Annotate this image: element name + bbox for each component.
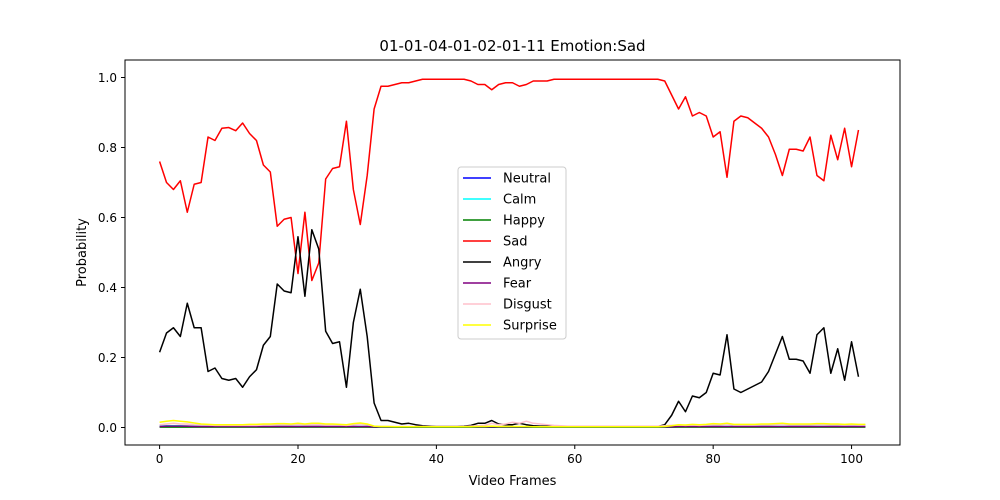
y-tick-label: 1.0 bbox=[98, 71, 117, 85]
legend: Neutral Calm Happy Sad Angry Fear Disgust Surpr… bbox=[457, 166, 567, 340]
legend-label: Happy bbox=[503, 214, 545, 229]
x-axis-label: Video Frames bbox=[469, 474, 557, 489]
y-axis: 0.0 0.2 0.4 0.6 0.8 1.0 bbox=[98, 71, 125, 435]
x-tick-label: 100 bbox=[840, 452, 863, 466]
y-tick-label: 0.4 bbox=[98, 281, 117, 295]
series-line-angry bbox=[158, 229, 860, 428]
legend-label: Sad bbox=[503, 235, 527, 250]
series-line-surprise bbox=[159, 419, 866, 428]
legend-label: Angry bbox=[503, 256, 542, 271]
legend-label: Surprise bbox=[503, 319, 557, 334]
series-line-sad bbox=[158, 78, 860, 282]
x-tick-label: 0 bbox=[156, 452, 164, 466]
y-tick-label: 0.8 bbox=[98, 141, 117, 155]
y-axis-label: Probability bbox=[75, 218, 90, 287]
x-tick-label: 80 bbox=[706, 452, 721, 466]
x-tick-label: 40 bbox=[429, 452, 444, 466]
y-tick-label: 0.6 bbox=[98, 211, 117, 225]
x-tick-label: 60 bbox=[567, 452, 582, 466]
legend-box bbox=[457, 166, 567, 340]
x-axis: 0 20 40 60 80 100 bbox=[156, 445, 863, 466]
x-tick-label: 20 bbox=[290, 452, 305, 466]
series-layer bbox=[158, 78, 866, 428]
chart-title: 01-01-04-01-02-01-11 Emotion:Sad bbox=[379, 37, 645, 55]
plot-area bbox=[158, 78, 866, 428]
legend-label: Neutral bbox=[503, 172, 551, 187]
y-tick-label: 0.2 bbox=[98, 351, 117, 365]
legend-label: Calm bbox=[503, 193, 536, 208]
y-tick-label: 0.0 bbox=[98, 421, 117, 435]
legend-label: Disgust bbox=[503, 298, 552, 313]
axes-frame bbox=[124, 59, 901, 446]
legend-label: Fear bbox=[503, 277, 532, 292]
